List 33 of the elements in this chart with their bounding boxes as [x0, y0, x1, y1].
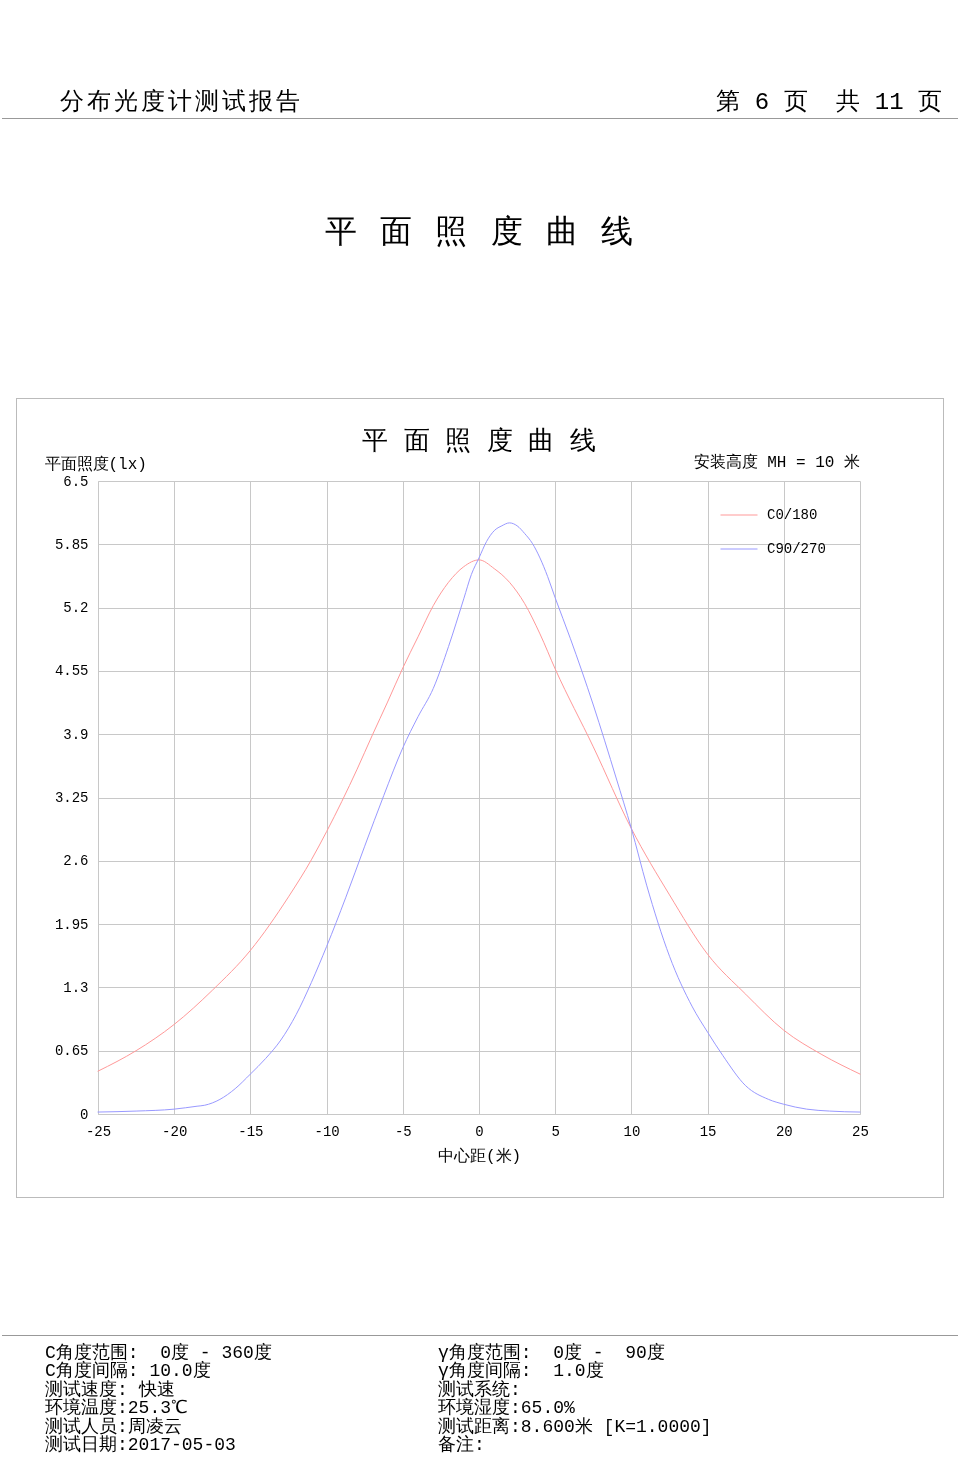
- x-tick-label: 20: [775, 1123, 793, 1140]
- x-tick-label: -15: [238, 1123, 264, 1140]
- y-tick-label: 4.55: [54, 663, 89, 680]
- y-tick-label: 1.3: [63, 979, 89, 996]
- y-tick-label: 5.2: [63, 600, 89, 617]
- y-tick-label: 6.5: [63, 473, 89, 490]
- legend-label: C0/180: [767, 507, 818, 523]
- legend-label: C90/270: [767, 541, 826, 557]
- text: 测试日期:2017-05-03: [45, 1435, 236, 1455]
- x-tick-label: -5: [394, 1123, 412, 1140]
- y-tick-label: 5.85: [54, 536, 89, 553]
- y-axis-title: 平面照度(lx): [44, 454, 147, 474]
- chart-title: 平 面 照 度 曲 线: [361, 426, 597, 457]
- y-tick-label: 3.9: [63, 726, 89, 743]
- x-axis-title: 中心距(米): [437, 1146, 522, 1166]
- x-tick-label: -20: [162, 1123, 188, 1140]
- x-tick-label: 15: [699, 1123, 717, 1140]
- text: 分布光度计测试报告: [60, 89, 303, 116]
- text: 安装高度 MH = 10 米: [693, 454, 860, 472]
- y-tick-label: 3.25: [54, 790, 89, 806]
- x-tick-label: 0: [475, 1123, 484, 1140]
- text: 第 6 页 共 11 页: [716, 89, 942, 116]
- x-tick-label: -10: [314, 1123, 340, 1140]
- y-tick-label: 0: [80, 1106, 89, 1123]
- y-tick-label: 0.65: [54, 1043, 89, 1060]
- text: 平 面 照 度 曲 线: [324, 215, 636, 252]
- y-tick-label: 2.6: [63, 853, 89, 870]
- x-tick-label: -25: [85, 1123, 112, 1140]
- y-tick-label: 1.95: [54, 916, 89, 933]
- text: 备注:: [438, 1435, 485, 1455]
- x-tick-label: 5: [551, 1123, 560, 1140]
- x-tick-label: 25: [852, 1123, 869, 1140]
- x-tick-label: 10: [623, 1123, 641, 1140]
